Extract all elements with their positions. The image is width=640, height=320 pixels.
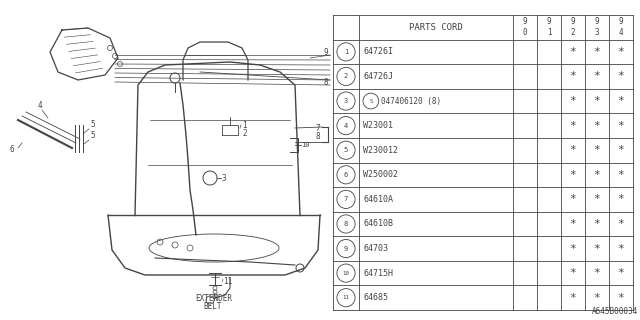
Text: 047406120 (8): 047406120 (8) [381, 97, 441, 106]
Text: *: * [618, 268, 625, 278]
Text: 9: 9 [324, 47, 328, 57]
Text: *: * [594, 268, 600, 278]
Text: 64610A: 64610A [363, 195, 393, 204]
Text: 4: 4 [38, 101, 43, 110]
Text: 11: 11 [342, 295, 349, 300]
Text: *: * [570, 170, 577, 180]
Text: 64715H: 64715H [363, 268, 393, 278]
Text: 64726I: 64726I [363, 47, 393, 56]
Text: *: * [618, 145, 625, 155]
Text: 7: 7 [316, 124, 320, 132]
Text: *: * [570, 244, 577, 253]
Text: 64703: 64703 [363, 244, 388, 253]
Text: 9: 9 [523, 17, 527, 26]
Text: 9: 9 [619, 17, 623, 26]
Text: 8: 8 [344, 221, 348, 227]
Text: 9: 9 [571, 17, 575, 26]
Text: 9: 9 [344, 245, 348, 252]
Text: 5: 5 [90, 120, 95, 129]
Text: PARTS CORD: PARTS CORD [409, 23, 463, 32]
Text: 2: 2 [242, 129, 246, 138]
Text: 10: 10 [301, 142, 310, 148]
Text: *: * [618, 96, 625, 106]
Text: 9: 9 [595, 17, 599, 26]
Text: 11: 11 [223, 276, 232, 285]
Text: 3: 3 [344, 98, 348, 104]
Text: *: * [570, 219, 577, 229]
Text: 5: 5 [90, 131, 95, 140]
Text: *: * [570, 194, 577, 204]
Text: 10: 10 [342, 271, 349, 276]
Text: 2: 2 [571, 28, 575, 37]
Text: *: * [594, 121, 600, 131]
Text: EXTENDER: EXTENDER [195, 294, 232, 303]
Text: *: * [570, 145, 577, 155]
Text: W23001: W23001 [363, 121, 393, 130]
Text: 9: 9 [547, 17, 551, 26]
Text: *: * [570, 96, 577, 106]
Text: 2: 2 [344, 74, 348, 79]
Text: *: * [618, 194, 625, 204]
Text: *: * [594, 96, 600, 106]
Text: *: * [618, 219, 625, 229]
Text: 3: 3 [595, 28, 599, 37]
Text: 3: 3 [222, 173, 227, 182]
Text: W250002: W250002 [363, 170, 398, 179]
Text: BELT: BELT [203, 302, 221, 311]
Text: W230012: W230012 [363, 146, 398, 155]
Text: *: * [594, 244, 600, 253]
Text: 64610B: 64610B [363, 220, 393, 228]
Text: 1: 1 [242, 121, 246, 130]
Text: 6: 6 [344, 172, 348, 178]
Text: 0: 0 [523, 28, 527, 37]
Text: *: * [618, 170, 625, 180]
Text: *: * [570, 293, 577, 303]
Text: 4: 4 [619, 28, 623, 37]
Text: *: * [594, 293, 600, 303]
Text: 1: 1 [547, 28, 551, 37]
Text: *: * [618, 47, 625, 57]
Text: 8: 8 [316, 132, 320, 140]
Text: *: * [618, 244, 625, 253]
Text: 7: 7 [344, 196, 348, 202]
Text: 5: 5 [344, 147, 348, 153]
Text: *: * [594, 170, 600, 180]
Text: *: * [594, 47, 600, 57]
Text: *: * [570, 268, 577, 278]
Text: *: * [570, 47, 577, 57]
Text: *: * [594, 71, 600, 82]
Text: 6: 6 [10, 145, 15, 154]
Text: A645B00034: A645B00034 [592, 307, 638, 316]
Text: *: * [570, 121, 577, 131]
Text: 8: 8 [324, 77, 328, 86]
Text: 4: 4 [344, 123, 348, 129]
Text: S: S [369, 99, 372, 104]
Text: *: * [570, 71, 577, 82]
Text: *: * [618, 121, 625, 131]
Text: *: * [594, 194, 600, 204]
Text: 64685: 64685 [363, 293, 388, 302]
Text: *: * [594, 219, 600, 229]
Text: *: * [618, 71, 625, 82]
Text: *: * [594, 145, 600, 155]
Text: 1: 1 [344, 49, 348, 55]
Text: *: * [618, 293, 625, 303]
Text: 64726J: 64726J [363, 72, 393, 81]
